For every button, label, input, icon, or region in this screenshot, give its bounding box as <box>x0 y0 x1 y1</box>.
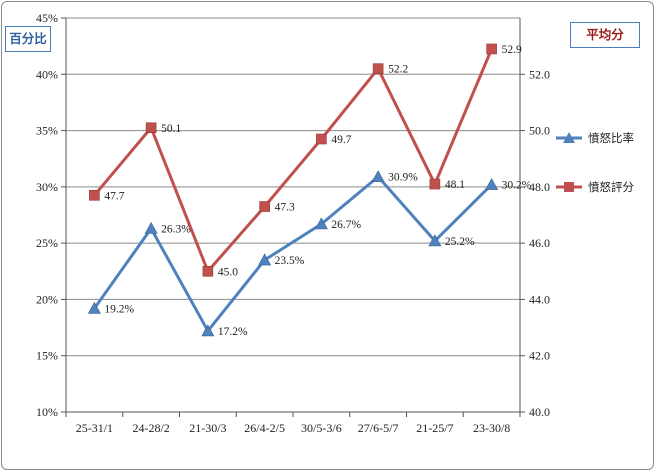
left-tick-label: 45% <box>36 11 58 25</box>
legend-label: 憤怒評分 <box>588 180 634 194</box>
right-tick-label: 50.0 <box>529 124 550 138</box>
left-tick-label: 30% <box>36 180 58 194</box>
series-point <box>428 234 442 247</box>
series-point <box>259 201 270 212</box>
data-label: 30.2% <box>502 180 532 192</box>
series-point <box>145 122 157 134</box>
x-tick-label: 30/5-3/6 <box>301 421 342 435</box>
data-label: 26.7% <box>331 219 361 231</box>
x-tick-label: 25-31/1 <box>76 421 113 435</box>
series-point <box>87 301 101 314</box>
x-tick-label: 26/4-2/5 <box>244 421 285 435</box>
series-line-1 <box>93 175 493 333</box>
x-tick-label: 24-28/2 <box>132 421 169 435</box>
left-tick-label: 25% <box>36 236 58 250</box>
right-axis-title: 平均分 <box>570 22 640 48</box>
right-tick-label: 40.0 <box>529 405 550 419</box>
right-tick-label: 46.0 <box>529 236 550 250</box>
data-label: 48.1 <box>445 179 465 191</box>
left-tick-label: 10% <box>36 405 58 419</box>
data-label: 19.2% <box>104 303 134 315</box>
data-label: 23.5% <box>275 255 305 267</box>
data-label: 30.9% <box>388 172 418 184</box>
data-label: 50.1 <box>161 123 181 135</box>
series-point <box>316 133 327 145</box>
left-tick-label: 40% <box>36 67 58 81</box>
series-point <box>429 178 441 190</box>
series-point <box>314 217 328 230</box>
left-axis-title: 百分比 <box>5 26 51 52</box>
legend-label: 憤怒比率 <box>588 131 634 145</box>
series-point <box>89 190 100 201</box>
x-tick-label: 23-30/8 <box>473 421 510 435</box>
data-label: 52.2 <box>388 64 408 76</box>
series-point <box>201 324 215 337</box>
right-tick-label: 44.0 <box>529 292 550 306</box>
series-point <box>485 177 499 190</box>
x-tick-label: 27/6-5/7 <box>358 421 399 435</box>
x-tick-label: 21-30/3 <box>189 421 226 435</box>
gridlines <box>66 17 520 413</box>
series-point <box>372 63 384 74</box>
series-point <box>486 43 497 55</box>
series-point <box>144 221 158 234</box>
legend-marker <box>564 182 574 192</box>
series-point <box>258 253 272 266</box>
data-label: 47.3 <box>275 202 295 214</box>
data-label: 52.9 <box>502 44 522 56</box>
series <box>87 43 499 337</box>
right-tick-label: 52.0 <box>529 67 550 81</box>
axes: 10% 15% 20% 25% 30% 35% 40% 45% 40.0 42.0 44.0 46.0… <box>36 11 550 435</box>
x-tick-label: 21-25/7 <box>416 421 453 435</box>
data-labels: 19.2% 26.3% 17.2% 23.5% 26.7% 30.9% 25.2% 30.2%… <box>104 44 531 338</box>
data-label: 17.2% <box>218 326 248 338</box>
right-tick-label: 42.0 <box>529 349 550 363</box>
right-tick-label: 48.0 <box>529 180 550 194</box>
data-label: 47.7 <box>104 190 124 202</box>
legend-marker <box>563 132 575 143</box>
data-label: 49.7 <box>331 134 351 146</box>
data-label: 45.0 <box>218 266 238 278</box>
series-point <box>371 170 385 183</box>
left-tick-label: 20% <box>36 292 58 306</box>
data-label: 25.2% <box>445 236 475 248</box>
series-point <box>202 265 214 277</box>
data-label: 26.3% <box>161 224 191 236</box>
left-tick-label: 35% <box>36 124 58 138</box>
series-line-2 <box>93 48 494 273</box>
left-tick-label: 15% <box>36 349 58 363</box>
